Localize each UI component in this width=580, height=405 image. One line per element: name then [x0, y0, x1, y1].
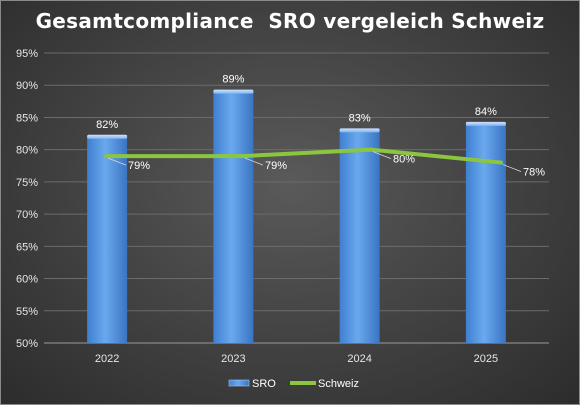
bar-top-cap — [213, 89, 254, 94]
line-leader — [244, 157, 264, 166]
line-data-label: 78% — [523, 167, 545, 179]
y-tick-label: 70% — [16, 209, 38, 221]
legend-label-schweiz: Schweiz — [318, 378, 359, 390]
bar-top-cap — [87, 134, 128, 139]
y-tick-label: 60% — [16, 274, 38, 286]
bar — [87, 136, 128, 343]
bar — [339, 130, 380, 343]
y-tick-label: 90% — [16, 80, 38, 92]
y-tick-label: 55% — [16, 306, 38, 318]
x-tick-label: 2023 — [221, 353, 245, 365]
bar-data-label: 89% — [222, 74, 244, 86]
legend-label-sro: SRO — [252, 378, 276, 390]
x-tick-label: 2022 — [95, 353, 119, 365]
line-data-label: 79% — [265, 160, 287, 172]
y-tick-label: 50% — [16, 338, 38, 350]
line-data-label: 80% — [393, 154, 415, 166]
bar-data-label: 82% — [96, 119, 118, 131]
bar-top-cap — [339, 128, 380, 133]
y-tick-label: 80% — [16, 145, 38, 157]
x-tick-label: 2025 — [474, 353, 498, 365]
y-tick-label: 95% — [16, 48, 38, 60]
chart-title: Gesamtcompliance SRO vergeleich Schweiz — [35, 9, 545, 33]
line-leader — [372, 151, 392, 160]
bar — [465, 123, 506, 343]
y-tick-label: 75% — [16, 177, 38, 189]
line-leader — [502, 164, 522, 172]
y-tick-label: 85% — [16, 112, 38, 124]
legend-swatch-sro — [228, 379, 250, 387]
x-tick-label: 2024 — [347, 353, 371, 365]
line-data-label: 79% — [128, 160, 150, 172]
y-tick-label: 65% — [16, 241, 38, 253]
bar — [213, 91, 254, 344]
bar-data-label: 84% — [475, 106, 497, 118]
bar-top-cap — [465, 121, 506, 126]
series-line-schweiz — [104, 147, 503, 165]
line-leader — [107, 157, 127, 166]
bar-data-label: 83% — [349, 112, 371, 124]
